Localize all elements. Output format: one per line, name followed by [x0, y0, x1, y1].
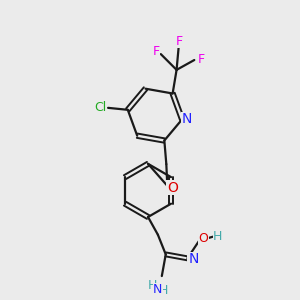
Text: N: N: [188, 252, 199, 266]
Text: H: H: [159, 284, 169, 297]
Text: O: O: [198, 232, 208, 245]
Text: F: F: [198, 52, 205, 65]
Text: F: F: [176, 35, 183, 48]
Text: N: N: [182, 112, 192, 126]
Text: N: N: [153, 283, 163, 296]
Text: H: H: [213, 230, 223, 243]
Text: F: F: [152, 45, 160, 58]
Text: H: H: [147, 279, 157, 292]
Text: Cl: Cl: [94, 101, 106, 114]
Text: O: O: [167, 181, 178, 195]
